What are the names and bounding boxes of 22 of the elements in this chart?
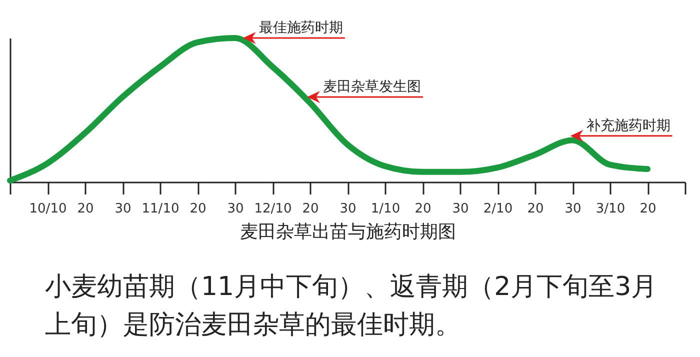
x-tick-label: 20 xyxy=(302,202,319,216)
x-tick-label: 20 xyxy=(77,202,94,216)
annotation: 补充施药时期 xyxy=(586,118,670,134)
annotation: 麦田杂草发生图 xyxy=(323,79,421,96)
x-tick-label: 30 xyxy=(114,202,132,216)
x-tick-label: 1/10 xyxy=(370,202,400,216)
x-tick-label: 30 xyxy=(452,202,469,216)
x-tick-label: 30 xyxy=(564,202,582,216)
x-tick-label: 10/10 xyxy=(29,202,67,216)
text: 最佳施药时期 xyxy=(258,20,343,36)
x-tick-label: 20 xyxy=(190,202,206,216)
x-tick-label: 2/10 xyxy=(483,202,513,216)
x-tick-label: 30 xyxy=(227,202,244,216)
x-tick-label: 20 xyxy=(640,202,656,216)
x-tick-label: 3/10 xyxy=(596,202,626,216)
x-tick-label: 20 xyxy=(527,202,544,216)
x-tick-label: 11/10 xyxy=(142,202,180,216)
x-tick-label: 30 xyxy=(340,202,356,216)
x-tick-label: 20 xyxy=(414,202,432,216)
x-axis-title: 麦田杂草出苗与施药时期图 xyxy=(240,222,456,242)
x-tick-label: 12/10 xyxy=(254,202,292,216)
text: 小麦幼苗期（11月中下旬）、返青期（2月下旬至3月上旬）是防治麦田杂草的最佳时期。 xyxy=(45,271,658,342)
